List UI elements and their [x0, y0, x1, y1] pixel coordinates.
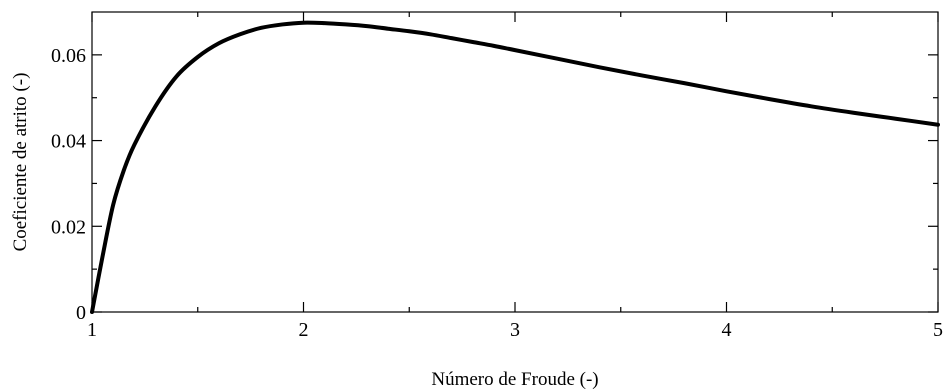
y-axis-title: Coeficiente de atrito (-) [10, 73, 31, 252]
x-tick-label: 3 [510, 319, 520, 341]
x-tick-label: 2 [299, 319, 309, 341]
x-tick-label: 5 [933, 319, 943, 341]
series-line [90, 20, 940, 314]
y-tick-label: 0 [76, 302, 86, 324]
x-axis-title: Número de Froude (-) [431, 369, 598, 390]
x-tick-label: 4 [722, 319, 732, 341]
x-tick-label: 1 [87, 319, 97, 341]
y-tick-label: 0.02 [51, 216, 86, 238]
y-tick-label: 0.04 [51, 131, 86, 153]
plot-frame [91, 11, 939, 313]
y-tick-label: 0.06 [51, 45, 86, 67]
